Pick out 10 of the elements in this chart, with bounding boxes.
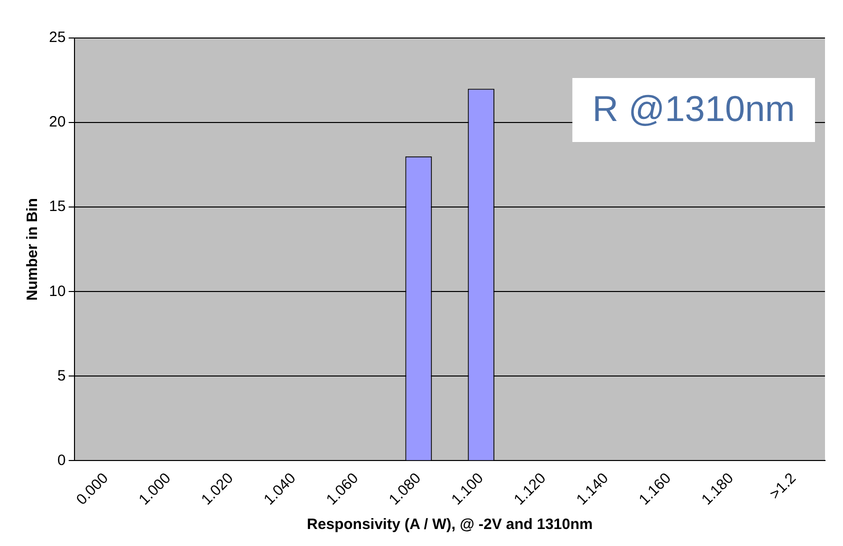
y-tick-label: 5 [57, 367, 66, 384]
y-axis-title: Number in Bin [24, 198, 42, 301]
y-tick-label: 20 [48, 114, 66, 131]
annotation: R @1310nm [592, 88, 795, 129]
y-tick-label: 15 [48, 198, 66, 216]
y-tick-label: 10 [48, 282, 66, 300]
y-tick-label: 0 [57, 452, 66, 469]
x-axis-title: Responsivity (A / W), @ -2V and 1310nm [306, 516, 593, 534]
y-tick-label: 25 [48, 29, 66, 46]
x-tick-label: >1.2 [766, 470, 800, 503]
